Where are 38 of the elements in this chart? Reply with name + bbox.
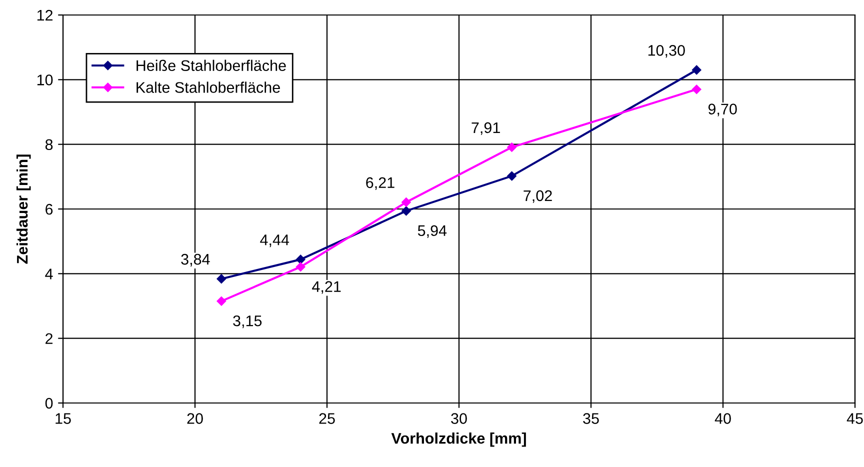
data-label: 6,21 <box>366 177 394 190</box>
data-label: 4,44 <box>260 234 290 248</box>
data-label: 9,70 <box>708 104 737 116</box>
y-axis-title: Zeitdauer [min] <box>16 154 31 264</box>
point <box>507 171 516 181</box>
x-tick-label: 40 <box>714 413 731 424</box>
point <box>296 262 306 272</box>
x-tick-label: 20 <box>187 413 203 424</box>
y-tick-label: 8 <box>45 139 53 150</box>
data-label: 5,94 <box>418 225 447 238</box>
data-label: 3,84 <box>181 254 210 267</box>
data-label: 10,30 <box>648 45 685 58</box>
y-tick-label: 6 <box>46 204 53 215</box>
legend-label: Heiße Stahloberfläche <box>136 60 286 72</box>
data-label: 3,15 <box>233 315 262 328</box>
point <box>692 84 702 94</box>
point <box>216 296 226 306</box>
x-tick-label: 35 <box>583 413 599 424</box>
y-tick-label: 2 <box>46 333 53 344</box>
legend-label: Kalte Stahloberfläche <box>136 82 280 93</box>
point <box>296 254 306 264</box>
point <box>402 206 411 216</box>
x-tick-label: 30 <box>451 413 467 424</box>
point <box>402 198 411 207</box>
x-tick-label: 45 <box>846 413 863 424</box>
point <box>216 274 226 284</box>
y-tick-label: 4 <box>45 268 53 280</box>
y-tick-label: 0 <box>45 398 53 409</box>
data-label: 7,02 <box>524 190 552 203</box>
x-axis-title: Vorholzdicke [mm] <box>391 432 526 447</box>
data-label: 7,91 <box>472 122 500 135</box>
y-tick-label: 10 <box>37 74 53 86</box>
y-tick-label: 12 <box>37 10 53 21</box>
data-label: 4,21 <box>312 281 341 294</box>
point <box>692 65 702 75</box>
x-tick-label: 25 <box>319 413 335 424</box>
point <box>507 142 516 152</box>
x-tick-label: 15 <box>56 413 71 424</box>
